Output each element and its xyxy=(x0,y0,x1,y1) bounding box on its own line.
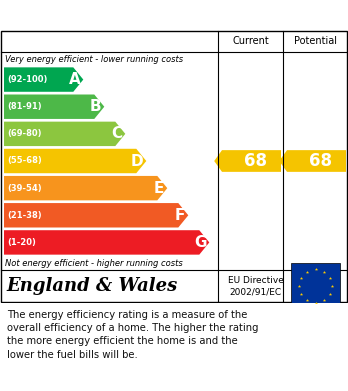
Text: D: D xyxy=(131,154,143,169)
Text: B: B xyxy=(90,99,101,114)
Text: (92-100): (92-100) xyxy=(7,75,47,84)
Text: (1-20): (1-20) xyxy=(7,238,36,247)
Text: (21-38): (21-38) xyxy=(7,211,42,220)
Polygon shape xyxy=(4,95,104,119)
Polygon shape xyxy=(214,150,281,172)
Text: Potential: Potential xyxy=(294,36,337,47)
Text: A: A xyxy=(69,72,80,87)
Polygon shape xyxy=(4,230,209,255)
Text: (81-91): (81-91) xyxy=(7,102,42,111)
FancyBboxPatch shape xyxy=(291,263,340,309)
Polygon shape xyxy=(4,176,167,200)
Text: Energy Efficiency Rating: Energy Efficiency Rating xyxy=(7,8,198,22)
Text: The energy efficiency rating is a measure of the
overall efficiency of a home. T: The energy efficiency rating is a measur… xyxy=(7,310,259,360)
Text: England & Wales: England & Wales xyxy=(6,277,177,295)
Text: 68: 68 xyxy=(244,152,267,170)
Polygon shape xyxy=(4,203,188,228)
Text: G: G xyxy=(194,235,206,250)
Text: F: F xyxy=(175,208,185,223)
Text: Not energy efficient - higher running costs: Not energy efficient - higher running co… xyxy=(5,258,183,267)
Polygon shape xyxy=(4,67,83,92)
Polygon shape xyxy=(4,149,146,173)
Polygon shape xyxy=(4,122,125,146)
Text: 68: 68 xyxy=(309,152,332,170)
Text: (55-68): (55-68) xyxy=(7,156,42,165)
Text: (69-80): (69-80) xyxy=(7,129,41,138)
Text: EU Directive
2002/91/EC: EU Directive 2002/91/EC xyxy=(228,276,283,296)
Text: (39-54): (39-54) xyxy=(7,184,42,193)
Text: Very energy efficient - lower running costs: Very energy efficient - lower running co… xyxy=(5,54,183,63)
Text: Current: Current xyxy=(232,36,269,47)
Text: E: E xyxy=(154,181,164,196)
Text: C: C xyxy=(111,126,122,142)
Polygon shape xyxy=(279,150,346,172)
